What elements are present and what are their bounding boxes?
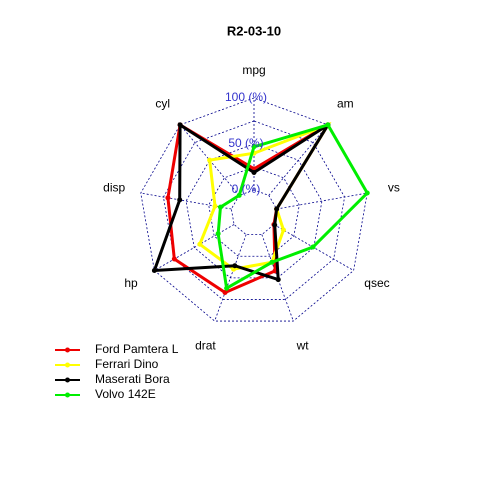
grid-ring	[208, 166, 300, 257]
point	[207, 157, 213, 163]
r-tick-label: 100 (%)	[225, 90, 267, 104]
chart-title: R2-03-10	[227, 23, 281, 38]
point	[272, 222, 278, 228]
point	[177, 122, 183, 128]
point	[275, 277, 281, 283]
legend-label: Ferrari Dino	[95, 357, 159, 371]
legend-label: Maserati Bora	[95, 372, 170, 386]
spoke	[268, 124, 329, 196]
point	[364, 190, 370, 196]
spoke	[276, 192, 368, 210]
point	[197, 241, 203, 247]
point	[177, 197, 183, 203]
point	[217, 204, 223, 210]
axis-label: hp	[124, 276, 138, 290]
axis-label: wt	[296, 339, 310, 353]
axis-label: disp	[103, 181, 125, 195]
axis-label: qsec	[364, 276, 389, 290]
legend-label: Volvo 142E	[95, 387, 156, 401]
axis-label: vs	[388, 181, 400, 195]
legend-label: Ford Pamtera L	[95, 342, 179, 356]
spoke	[214, 234, 247, 322]
point	[212, 203, 218, 209]
point	[251, 170, 257, 176]
point	[165, 195, 171, 201]
legend-marker	[65, 392, 70, 398]
r-tick-label: 50 (%)	[228, 136, 263, 150]
legend-marker	[65, 347, 70, 353]
grid-ring	[185, 143, 323, 279]
axis-label: cyl	[155, 96, 170, 110]
series-line	[216, 123, 370, 291]
point	[151, 268, 157, 273]
point	[224, 285, 230, 291]
grid-ring	[230, 189, 278, 236]
legend-marker	[65, 362, 70, 368]
legend-marker	[65, 377, 70, 383]
point	[269, 259, 275, 265]
point	[171, 256, 177, 262]
point	[236, 192, 242, 198]
axis-label: drat	[195, 339, 216, 353]
point	[215, 231, 221, 237]
point	[232, 263, 238, 269]
point	[310, 244, 316, 250]
spoke	[140, 192, 232, 210]
r-tick-label: 0 (%)	[232, 182, 261, 196]
point	[222, 290, 228, 296]
axis-label: am	[337, 96, 354, 110]
point	[251, 144, 257, 150]
point	[274, 206, 280, 212]
spoke	[154, 224, 235, 271]
point	[280, 227, 286, 233]
point	[325, 122, 331, 128]
axis-label: mpg	[242, 63, 265, 77]
